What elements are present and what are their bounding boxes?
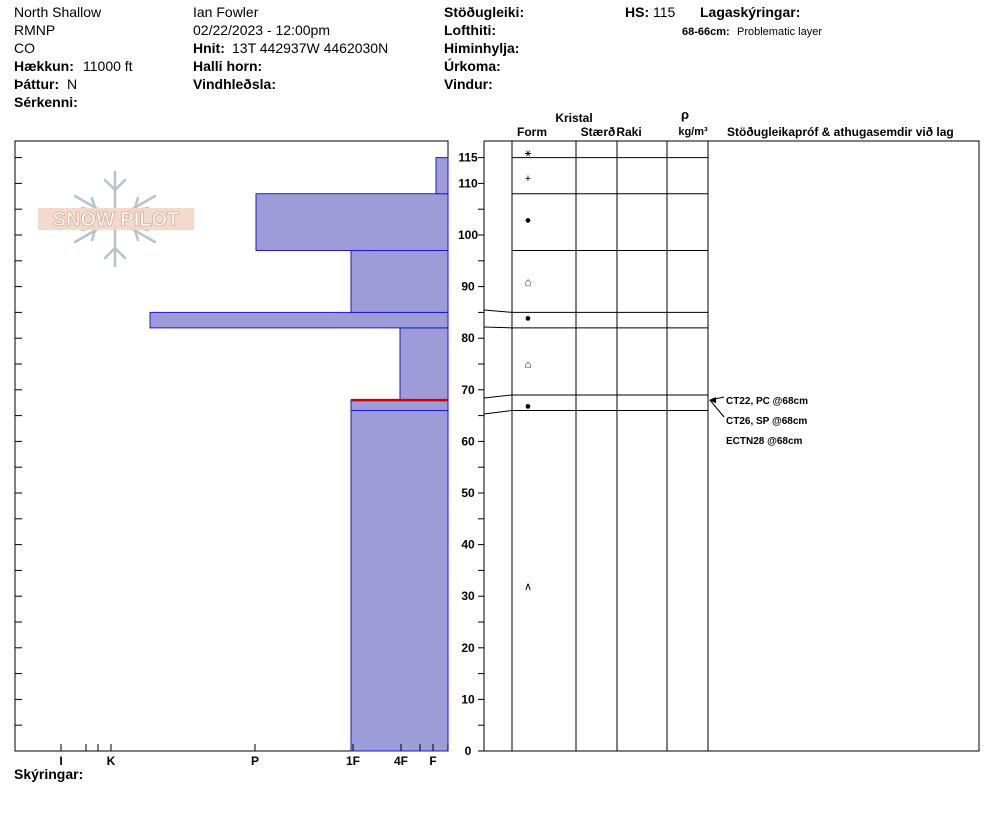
test-label: CT22, PC @68cm bbox=[726, 396, 808, 407]
hardness-tick-label: K bbox=[107, 754, 116, 768]
test-label: CT26, SP @68cm bbox=[726, 416, 807, 427]
grain-form-symbol: ⌂ bbox=[525, 359, 532, 371]
elevation-label: Hækkun: bbox=[14, 58, 74, 74]
wind-label: Vindur: bbox=[444, 76, 493, 92]
density-unit-header: kg/m³ bbox=[678, 126, 708, 138]
observation-datetime: 02/22/2023 - 12:00pm bbox=[193, 22, 330, 38]
depth-tick-label: 40 bbox=[461, 538, 475, 552]
range-name: RMNP bbox=[14, 22, 56, 38]
layer-boundaries bbox=[483, 157, 708, 415]
elevation-value: 11000 ft bbox=[83, 58, 133, 74]
stability-label: Stöðugleiki: bbox=[444, 4, 525, 20]
coords-label: Hnit: bbox=[193, 40, 225, 56]
grain-form-symbol: + bbox=[525, 173, 531, 185]
hardness-tick-label: 1F bbox=[346, 754, 360, 768]
observer-name: Ian Fowler bbox=[193, 4, 259, 20]
hardness-bar bbox=[255, 193, 449, 251]
depth-tick-label: 90 bbox=[461, 280, 475, 294]
test-leader-line bbox=[709, 399, 725, 418]
features-label: Sérkenni: bbox=[14, 94, 78, 110]
grain-form-symbol: ∧ bbox=[524, 581, 532, 593]
depth-tick-label: 20 bbox=[461, 641, 475, 655]
rho-header: ρ bbox=[681, 107, 689, 122]
moisture-header: Raki bbox=[616, 125, 641, 139]
hardness-bar bbox=[350, 249, 449, 313]
grain-form-symbol: ● bbox=[525, 400, 532, 412]
layer-boundary bbox=[483, 394, 708, 399]
hs-label: HS: bbox=[625, 4, 650, 20]
hardness-axis: I K P 1F 4F F bbox=[14, 744, 449, 768]
size-header: Stærð bbox=[581, 125, 616, 139]
hardness-bar bbox=[149, 311, 449, 329]
state-name: CO bbox=[14, 40, 35, 56]
depth-tick-label: 100 bbox=[458, 228, 478, 242]
grain-symbols: ⚹ + ● ⌂ ● ⌂ ● ∧ bbox=[524, 147, 532, 592]
depth-tick-label: 30 bbox=[461, 589, 475, 603]
layer-boundary bbox=[483, 309, 708, 313]
stability-tests: CT22, PC @68cm CT26, SP @68cm ECTN28 @68cm bbox=[709, 396, 808, 447]
grain-form-symbol: ● bbox=[525, 215, 532, 227]
depth-tick-label: 60 bbox=[461, 434, 475, 448]
hardness-tick-label: 4F bbox=[394, 754, 408, 768]
hardness-left-ticks bbox=[15, 157, 22, 752]
test-arrow bbox=[709, 397, 716, 404]
sky-label: Himinhylja: bbox=[444, 40, 520, 56]
air-temp-label: Lofthiti: bbox=[444, 22, 497, 38]
logo-text: SNOW PILOT bbox=[53, 209, 180, 231]
depth-tick-label: 115 bbox=[458, 151, 478, 165]
hardness-bar bbox=[350, 399, 449, 752]
depth-tick-label: 70 bbox=[461, 383, 475, 397]
coords-value: 13T 442937W 4462030N bbox=[232, 40, 389, 56]
snowpilot-logo: SNOW PILOT bbox=[38, 170, 194, 268]
aspect-value: N bbox=[67, 76, 78, 92]
layer-grid-columns bbox=[511, 141, 709, 751]
hardness-tick-label: P bbox=[251, 754, 259, 768]
layer-boundary bbox=[483, 409, 708, 415]
crystal-header: Kristal bbox=[555, 111, 592, 125]
form-header: Form bbox=[517, 125, 547, 139]
depth-tick-label: 80 bbox=[461, 331, 475, 345]
grain-form-symbol: ● bbox=[525, 313, 532, 325]
hardness-bars bbox=[149, 157, 449, 752]
depth-axis: 0 10 20 30 40 50 60 70 80 90 100 110 115 bbox=[458, 151, 484, 758]
layer-note-text: Problematic layer bbox=[737, 26, 822, 38]
notes-label: Skýringar: bbox=[14, 766, 84, 782]
layer-note-depth: 68-66cm: bbox=[682, 26, 730, 38]
location-name: North Shallow bbox=[14, 4, 102, 20]
layer-boundary bbox=[483, 326, 708, 329]
hardness-bar bbox=[435, 157, 449, 195]
hardness-bar bbox=[399, 327, 449, 401]
grain-form-symbol: ⚹ bbox=[525, 147, 532, 159]
layer-notes-label: Lagaskýringar: bbox=[700, 4, 801, 20]
depth-tick-label: 110 bbox=[458, 176, 478, 190]
layer-grid-frame bbox=[483, 140, 980, 752]
depth-tick-label: 50 bbox=[461, 486, 475, 500]
hs-value: 115 bbox=[653, 4, 676, 20]
hardness-tick-label: F bbox=[429, 754, 436, 768]
aspect-label: Þáttur: bbox=[14, 76, 60, 92]
grain-form-symbol: ⌂ bbox=[525, 276, 532, 288]
tests-header: Stöðugleikapróf & athugasemdir við lag bbox=[727, 125, 954, 139]
wind-loading-label: Vindhleðsla: bbox=[193, 76, 276, 92]
slope-label: Halli horn: bbox=[193, 58, 263, 74]
test-label: ECTN28 @68cm bbox=[726, 436, 803, 447]
depth-tick-label: 10 bbox=[461, 692, 475, 706]
hardness-tick-label: I bbox=[59, 754, 62, 768]
depth-tick-label: 0 bbox=[465, 744, 472, 758]
precip-label: Úrkoma: bbox=[444, 58, 501, 74]
